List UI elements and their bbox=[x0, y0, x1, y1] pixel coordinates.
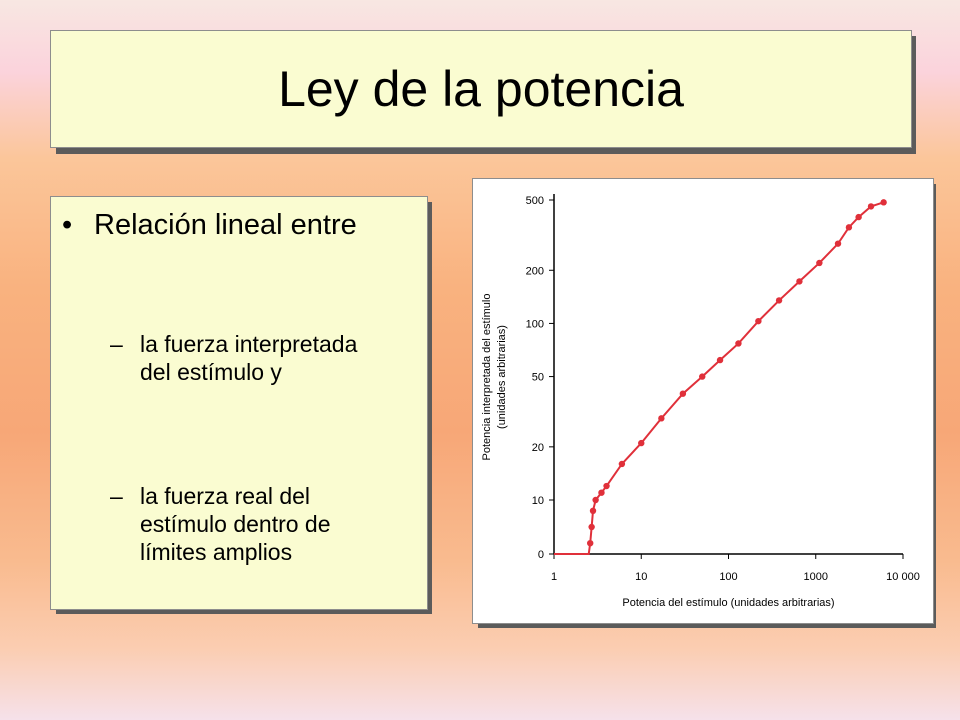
sub-marker: – bbox=[110, 483, 123, 509]
chart: 0 10 20 50 100 200 500 1 10 100 1000 10 000 Potencia… bbox=[481, 194, 920, 609]
data-point bbox=[834, 240, 842, 247]
sub-marker: – bbox=[110, 331, 123, 357]
text-panel bbox=[50, 196, 428, 610]
y-tick-label: 100 bbox=[526, 318, 544, 330]
data-point bbox=[796, 278, 803, 285]
data-point bbox=[867, 203, 875, 210]
sub-item-text: la fuerza real del estímulo dentro de lí… bbox=[140, 483, 331, 565]
y-tick-label: 20 bbox=[532, 442, 544, 454]
series-line bbox=[554, 201, 884, 555]
data-point bbox=[658, 415, 665, 422]
slide-title: Ley de la potencia bbox=[278, 61, 684, 117]
data-point bbox=[699, 373, 706, 380]
data-point bbox=[845, 224, 853, 231]
chart-panel bbox=[472, 178, 934, 624]
data-point bbox=[598, 489, 605, 496]
x-tick-label: 10 000 bbox=[886, 571, 920, 583]
y-tick-label: 0 bbox=[538, 549, 544, 561]
data-point bbox=[638, 439, 645, 447]
x-tick-label: 1 bbox=[551, 571, 557, 583]
y-axis-label-units: (unidades arbitrarias) bbox=[496, 325, 508, 429]
x-tick-label: 1000 bbox=[804, 571, 828, 583]
data-point bbox=[880, 199, 887, 206]
data-point bbox=[816, 259, 823, 267]
y-tick-label: 50 bbox=[532, 372, 544, 384]
data-point bbox=[592, 496, 599, 504]
data-point bbox=[618, 460, 626, 468]
main-bullet-text: Relación lineal entre bbox=[94, 209, 357, 241]
y-tick-label: 500 bbox=[526, 195, 544, 207]
data-point bbox=[679, 390, 687, 397]
data-point bbox=[855, 213, 862, 221]
x-axis-label: Potencia del estímulo (unidades arbitrar… bbox=[622, 597, 834, 609]
data-point bbox=[755, 317, 762, 325]
y-tick-label: 200 bbox=[526, 265, 544, 277]
sub-item-text: la fuerza interpretada del estímulo y bbox=[140, 331, 358, 385]
data-point bbox=[775, 297, 783, 304]
y-axis-label: Potencia interpretada del estímulo bbox=[481, 294, 493, 461]
y-tick-label: 10 bbox=[532, 495, 544, 507]
data-point bbox=[603, 482, 610, 490]
title-panel: Ley de la potencia bbox=[50, 30, 912, 148]
data-point bbox=[735, 340, 742, 347]
bullet-marker: • bbox=[62, 209, 73, 241]
data-point bbox=[589, 507, 597, 514]
x-tick-label: 10 bbox=[635, 571, 647, 583]
x-tick-label: 100 bbox=[719, 571, 737, 583]
data-point bbox=[587, 540, 594, 547]
data-point bbox=[588, 523, 595, 531]
data-point bbox=[716, 356, 724, 364]
